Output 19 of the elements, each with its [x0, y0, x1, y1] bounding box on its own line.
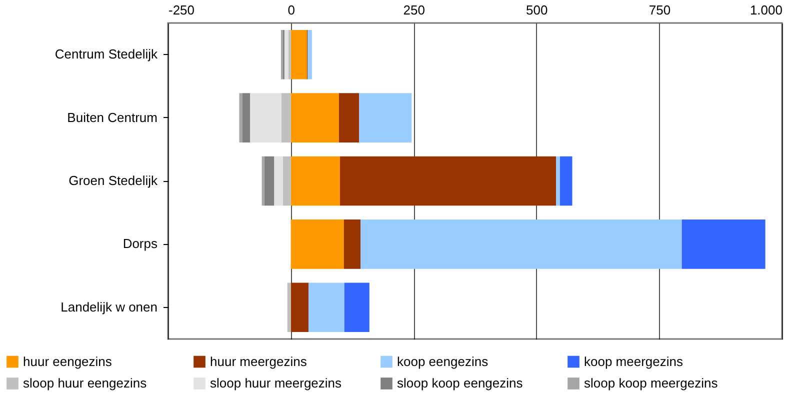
y-tick-label: Landelijk w onen — [60, 299, 158, 314]
x-tick-label: 0 — [288, 2, 295, 18]
legend-label: koop meergezins — [584, 354, 684, 369]
legend-label: koop eengezins — [397, 354, 489, 369]
x-tick-label: -250 — [168, 2, 195, 18]
x-tick-label: 250 — [403, 2, 425, 18]
x-tick-label: 500 — [526, 2, 548, 18]
legend-label: sloop koop eengezins — [397, 376, 524, 390]
legend-label: huur meergezins — [210, 354, 308, 369]
legend-label: sloop huur eengezins — [23, 376, 148, 390]
y-tick-label: Buiten Centrum — [67, 110, 158, 125]
x-tick-label: 750 — [648, 2, 671, 18]
legend-label: sloop huur meergezins — [210, 376, 342, 390]
x-tick-label: 1.000 — [750, 2, 782, 18]
y-tick-label: Centrum Stedelijk — [54, 46, 158, 62]
legend-label: sloop koop meergezins — [584, 376, 718, 390]
y-tick-label: Groen Stedelijk — [68, 173, 158, 188]
legend-label: huur eengezins — [23, 354, 112, 369]
y-tick-label: Dorps — [122, 236, 158, 252]
